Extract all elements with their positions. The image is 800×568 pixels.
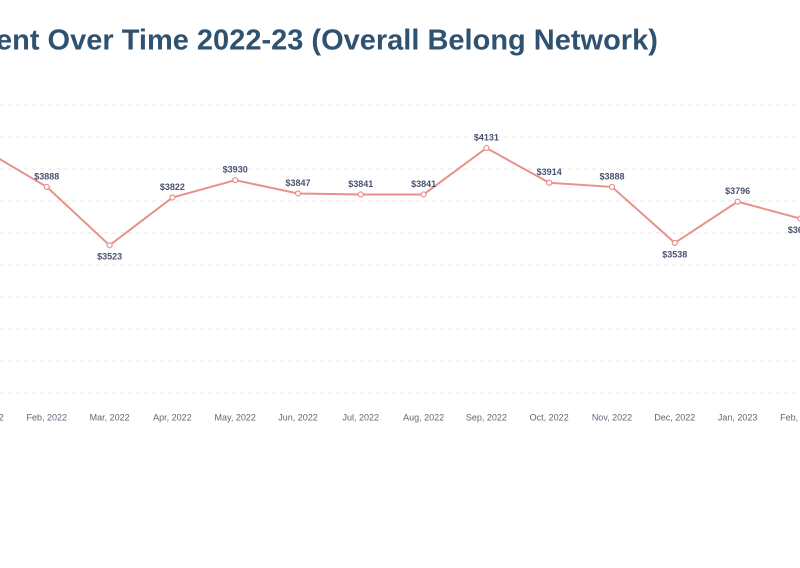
x-tick-label: Apr, 2022 [153, 412, 192, 422]
point [671, 239, 678, 247]
point [232, 177, 239, 184]
x-tick-label: Feb, 2023 [780, 412, 800, 422]
x-tick-label: Dec, 2022 [654, 412, 695, 422]
value-label: $3888 [34, 171, 59, 181]
x-tick-label: Jan, 2022 [0, 412, 4, 422]
value-label: $3841 [411, 179, 436, 189]
x-tick-label: Aug, 2022 [403, 412, 444, 422]
x-tick-label: May, 2022 [215, 412, 256, 422]
point [546, 179, 553, 186]
value-label: $3888 [599, 171, 624, 181]
point [357, 191, 364, 198]
x-tick-label: Nov, 2022 [592, 412, 632, 422]
point [797, 215, 800, 222]
x-tick-label: Jun, 2022 [278, 412, 318, 422]
x-tick-label: Jan, 2023 [718, 412, 758, 422]
value-label: $3930 [223, 165, 248, 175]
point [420, 191, 427, 198]
point [734, 198, 741, 205]
point [106, 242, 113, 249]
x-tick-label: Oct, 2022 [530, 412, 569, 422]
value-label: $3538 [662, 249, 687, 259]
x-tick-label: Sep, 2022 [466, 412, 507, 422]
value-label: $3914 [537, 167, 562, 177]
x-tick-label: Mar, 2022 [90, 412, 130, 422]
point [43, 183, 50, 191]
x-tick-label: Jul, 2022 [343, 412, 380, 422]
chart-title: ent Over Time 2022-23 (Overall Belong Ne… [0, 25, 658, 57]
value-label: $3822 [160, 182, 185, 192]
value-label: $3690 [788, 225, 800, 235]
value-label: $3841 [348, 179, 373, 189]
value-label: $3847 [285, 178, 310, 188]
point [169, 194, 176, 201]
value-label: $3796 [725, 186, 750, 196]
point [483, 144, 490, 152]
value-label: $4131 [474, 132, 499, 142]
point [294, 190, 302, 197]
value-label: $3523 [97, 252, 122, 262]
point [608, 183, 616, 191]
x-tick-label: Feb, 2022 [27, 412, 68, 422]
line [0, 146, 800, 247]
